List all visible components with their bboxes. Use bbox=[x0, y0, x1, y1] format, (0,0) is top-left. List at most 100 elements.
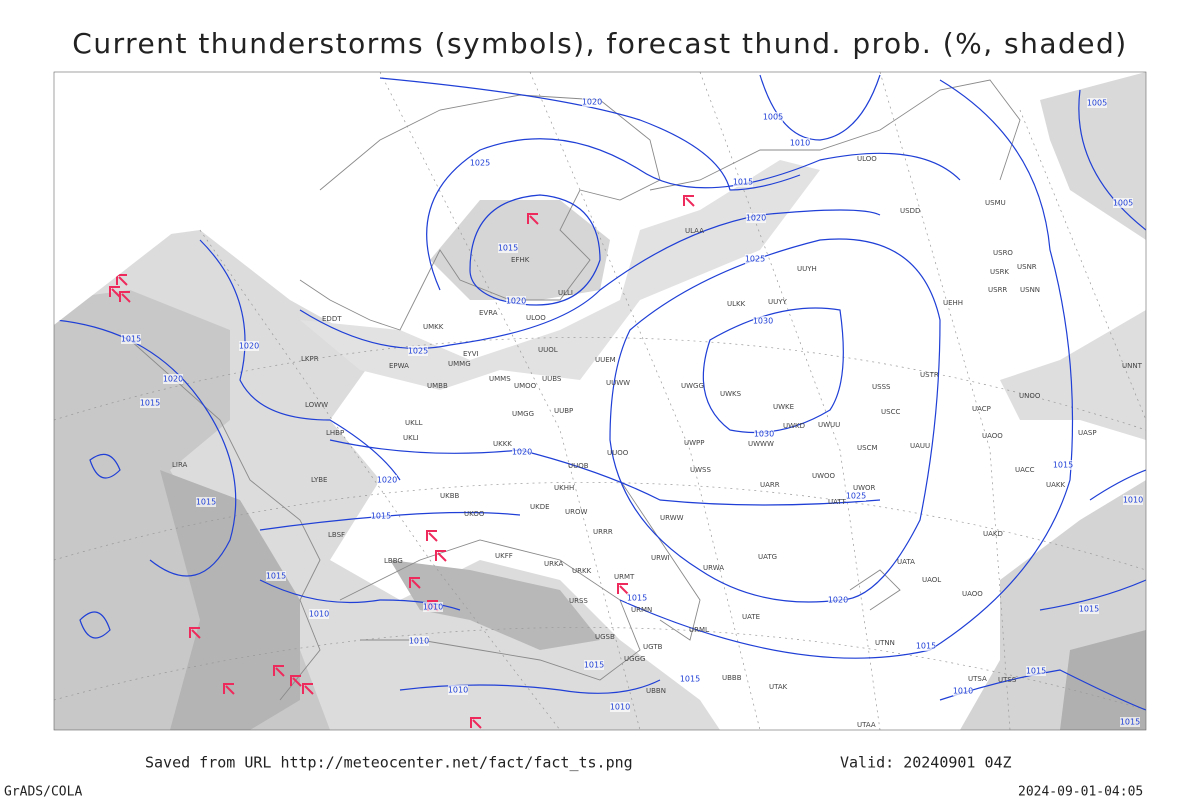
station-label: UROW bbox=[565, 508, 587, 516]
station-label: USCM bbox=[857, 444, 878, 452]
station-label: UTNN bbox=[875, 639, 895, 647]
station-label: USNN bbox=[1020, 286, 1040, 294]
isobar-label-bg bbox=[239, 341, 259, 351]
isobar-label: 1025 bbox=[745, 255, 765, 264]
station-label: UARR bbox=[760, 481, 780, 489]
isobar-label-bg bbox=[916, 641, 936, 651]
station-label: UNOO bbox=[1019, 392, 1041, 400]
station-label: URSS bbox=[569, 597, 588, 605]
station-label: UWPP bbox=[684, 439, 705, 447]
station-label: URKK bbox=[572, 567, 592, 575]
isobar-label: 1015 bbox=[266, 572, 286, 581]
station-label: UMMS bbox=[489, 375, 511, 383]
station-label: UATG bbox=[758, 553, 777, 561]
station-label: LIRA bbox=[172, 461, 188, 469]
station-label: UMBB bbox=[427, 382, 448, 390]
isobar-label-bg bbox=[680, 674, 700, 684]
isobar-label: 1015 bbox=[1120, 718, 1140, 727]
station-label: UGGG bbox=[624, 655, 645, 663]
station-label: LHBP bbox=[326, 429, 344, 437]
station-label: USRR bbox=[988, 286, 1007, 294]
isobar-label: 1015 bbox=[498, 244, 518, 253]
station-label: UNNT bbox=[1122, 362, 1143, 370]
station-label: USCC bbox=[881, 408, 900, 416]
isobar-label: 1005 bbox=[1087, 99, 1107, 108]
station-label: UWOR bbox=[853, 484, 876, 492]
isobar-label-bg bbox=[163, 374, 183, 384]
station-label: LYBE bbox=[311, 476, 327, 484]
isobar-label-bg bbox=[746, 213, 766, 223]
station-label: UTSS bbox=[998, 676, 1017, 684]
station-label: UWKS bbox=[720, 390, 742, 398]
station-label: LKPR bbox=[301, 355, 319, 363]
isobar-label: 1010 bbox=[448, 686, 468, 695]
isobar-label: 1025 bbox=[846, 492, 866, 501]
isobar-label-bg bbox=[371, 511, 391, 521]
isobar-label: 1010 bbox=[409, 637, 429, 646]
isobar-label: 1020 bbox=[239, 342, 259, 351]
isobar-labels: 1020 1005 1010 1025 1015 1020 1025 1015 1020 1030… bbox=[121, 97, 1143, 727]
isobar-label-bg bbox=[121, 334, 141, 344]
isobar-label-bg bbox=[1123, 495, 1143, 505]
station-label: UMMG bbox=[448, 360, 471, 368]
isobar-label-bg bbox=[1079, 604, 1099, 614]
station-label: UMGG bbox=[512, 410, 534, 418]
isobar-label-bg bbox=[470, 158, 490, 168]
isobar-label: 1025 bbox=[470, 159, 490, 168]
station-label: UACP bbox=[972, 405, 991, 413]
station-label: UKOO bbox=[464, 510, 485, 518]
station-label: LBBG bbox=[384, 557, 403, 565]
isobar-label: 1015 bbox=[916, 642, 936, 651]
isobar-label-bg bbox=[196, 497, 216, 507]
station-label: USSS bbox=[872, 383, 891, 391]
isobar-label-bg bbox=[409, 636, 429, 646]
station-label: UBBN bbox=[646, 687, 666, 695]
station-label: UKKK bbox=[493, 440, 512, 448]
isobars bbox=[55, 74, 1146, 711]
isobar-label: 1010 bbox=[790, 139, 810, 148]
station-label: UACC bbox=[1015, 466, 1035, 474]
isobar-label-bg bbox=[610, 702, 630, 712]
station-label: ULKK bbox=[727, 300, 746, 308]
station-label: URWI bbox=[651, 554, 670, 562]
isobar-label: 1005 bbox=[763, 113, 783, 122]
station-label: UATT bbox=[828, 498, 847, 506]
station-label: EPWA bbox=[389, 362, 409, 370]
isobar-label: 1015 bbox=[140, 399, 160, 408]
isobar-label-bg bbox=[754, 429, 774, 439]
station-label: UEHH bbox=[943, 299, 963, 307]
isobar-label: 1020 bbox=[512, 448, 532, 457]
isobar-label-bg bbox=[790, 138, 810, 148]
station-label: UWSS bbox=[690, 466, 711, 474]
timestamp: 2024-09-01-04:05 bbox=[1018, 785, 1143, 800]
station-label: UBBB bbox=[722, 674, 742, 682]
isobar-label-bg bbox=[423, 602, 443, 612]
station-label: UAOO bbox=[962, 590, 983, 598]
map-area: 1020 1005 1010 1025 1015 1020 1025 1015 1020 1030… bbox=[54, 72, 1146, 730]
station-label: UAKD bbox=[983, 530, 1003, 538]
isobar-label-bg bbox=[512, 447, 532, 457]
station-label: EDDT bbox=[322, 315, 342, 323]
station-labels: ULOO USDD UUYH ULAA ULKK UUYY UEHH USRR USNN USRK… bbox=[172, 155, 1143, 729]
station-label: UKDE bbox=[530, 503, 550, 511]
station-label: UUBS bbox=[542, 375, 562, 383]
station-label: URRR bbox=[593, 528, 613, 536]
isobar-label: 1010 bbox=[309, 610, 329, 619]
isobar-label: 1015 bbox=[733, 178, 753, 187]
isobar-label: 1015 bbox=[371, 512, 391, 521]
isobar-label-bg bbox=[582, 97, 602, 107]
station-label: UUBP bbox=[554, 407, 573, 415]
station-label: UUWW bbox=[606, 379, 630, 387]
isobar-label-bg bbox=[763, 112, 783, 122]
station-label: UASP bbox=[1078, 429, 1097, 437]
station-label: EYVI bbox=[463, 350, 479, 358]
isobar-label: 1015 bbox=[680, 675, 700, 684]
station-label: URWA bbox=[703, 564, 724, 572]
station-label: LBSF bbox=[328, 531, 345, 539]
isobar-label: 1015 bbox=[1079, 605, 1099, 614]
isobar-label-bg bbox=[498, 243, 518, 253]
isobar-label: 1015 bbox=[1026, 667, 1046, 676]
isobar-label: 1020 bbox=[163, 375, 183, 384]
isobar-label-bg bbox=[745, 254, 765, 264]
